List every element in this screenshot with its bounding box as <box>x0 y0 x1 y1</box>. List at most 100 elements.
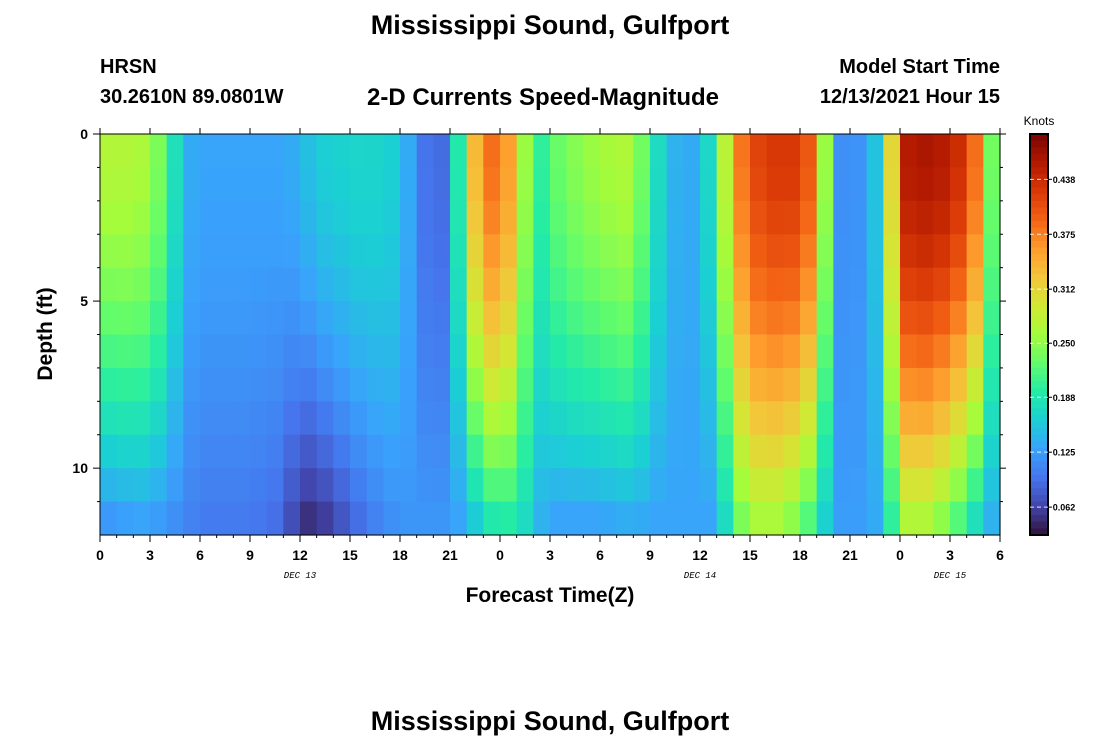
colorbar-segment <box>1030 200 1048 209</box>
heatmap-cell <box>533 501 551 536</box>
heatmap-cell <box>233 267 251 302</box>
heatmap-cell <box>183 468 201 503</box>
colorbar-segment <box>1030 254 1048 262</box>
heatmap-cell <box>483 401 501 436</box>
colorbar-tick-label: 0.250 <box>1053 339 1076 349</box>
heatmap-cell <box>200 267 218 302</box>
heatmap-cell <box>833 434 851 469</box>
heatmap-cell <box>883 301 901 336</box>
heatmap-cell <box>766 200 784 235</box>
heatmap-cell <box>916 134 934 169</box>
heatmap-cell <box>600 367 618 402</box>
heatmap-cell <box>150 301 168 336</box>
heatmap-cell <box>650 200 668 235</box>
heatmap-cell <box>833 501 851 536</box>
heatmap-cell <box>116 401 134 436</box>
heatmap-cell <box>350 468 368 503</box>
colorbar-segment <box>1030 494 1048 503</box>
heatmap-cell <box>100 334 118 369</box>
heatmap-cell <box>583 434 601 469</box>
heatmap-cell <box>333 501 351 536</box>
colorbar-segment <box>1030 287 1048 295</box>
heatmap-cell <box>283 501 301 536</box>
heatmap-cell <box>883 501 901 536</box>
heatmap-cell <box>750 501 768 536</box>
x-tick-label: 21 <box>442 547 458 563</box>
heatmap-cell <box>350 301 368 336</box>
heatmap-cell <box>816 134 834 169</box>
heatmap-cell <box>350 134 368 169</box>
heatmap-cell <box>550 167 568 202</box>
heatmap-cell <box>100 167 118 202</box>
heatmap-cell <box>533 334 551 369</box>
heatmap-cell <box>983 434 1001 469</box>
heatmap-cell <box>216 367 234 402</box>
heatmap-cell <box>116 434 134 469</box>
heatmap-cell <box>566 367 584 402</box>
heatmap-cell <box>466 367 484 402</box>
heatmap-cell <box>233 367 251 402</box>
heatmap-cell <box>433 401 451 436</box>
heatmap-cell <box>400 334 418 369</box>
heatmap-cell <box>650 234 668 269</box>
heatmap-cell <box>600 234 618 269</box>
heatmap-cell <box>166 401 184 436</box>
heatmap-cell <box>316 367 334 402</box>
heatmap-cell <box>800 200 818 235</box>
heatmap-cell <box>483 501 501 536</box>
heatmap-cell <box>466 501 484 536</box>
heatmap-cell <box>483 301 501 336</box>
heatmap-cell <box>116 134 134 169</box>
heatmap-cell <box>583 267 601 302</box>
heatmap-cell <box>800 401 818 436</box>
heatmap-cell <box>550 434 568 469</box>
heatmap-cell <box>733 167 751 202</box>
heatmap-cell <box>783 334 801 369</box>
heatmap-cell <box>316 267 334 302</box>
heatmap-cell <box>266 501 284 536</box>
heatmap-cell <box>900 334 918 369</box>
heatmap-cell <box>716 501 734 536</box>
heatmap-cell <box>533 200 551 235</box>
heatmap-cell <box>250 234 268 269</box>
heatmap-cell <box>383 301 401 336</box>
x-tick-label: 21 <box>842 547 858 563</box>
heatmap-cell <box>633 134 651 169</box>
heatmap-cell <box>250 334 268 369</box>
heatmap-cell <box>983 501 1001 536</box>
heatmap-cell <box>416 200 434 235</box>
heatmap-cell <box>933 367 951 402</box>
heatmap-cell <box>183 501 201 536</box>
colorbar-segment <box>1030 394 1048 402</box>
heatmap-cell <box>933 501 951 536</box>
heatmap-cell <box>600 334 618 369</box>
heatmap-cell <box>250 134 268 169</box>
colorbar-segment <box>1030 401 1048 409</box>
heatmap-cell <box>100 468 118 503</box>
heatmap-cell <box>983 267 1001 302</box>
heatmap-cell <box>783 134 801 169</box>
heatmap-cell <box>450 134 468 169</box>
x-tick-label: 3 <box>146 547 154 563</box>
heatmap-cell <box>333 200 351 235</box>
heatmap-cell <box>816 401 834 436</box>
heatmap-cell <box>216 468 234 503</box>
heatmap-cell <box>150 468 168 503</box>
heatmap-cell <box>133 234 151 269</box>
heatmap-cell <box>850 234 868 269</box>
heatmap-cell <box>766 234 784 269</box>
heatmap-cell <box>533 367 551 402</box>
heatmap-cell <box>300 301 318 336</box>
colorbar-segment <box>1030 307 1048 315</box>
heatmap-cell <box>883 334 901 369</box>
heatmap-cell <box>700 434 718 469</box>
colorbar-segment <box>1030 214 1048 222</box>
heatmap-cell <box>183 334 201 369</box>
colorbar-frame <box>1029 133 1049 536</box>
y-tick-label: 10 <box>72 460 88 476</box>
heatmap-cell <box>333 334 351 369</box>
heatmap-cell <box>600 301 618 336</box>
heatmap-cell <box>316 334 334 369</box>
heatmap-cell <box>983 334 1001 369</box>
heatmap-cell <box>933 267 951 302</box>
